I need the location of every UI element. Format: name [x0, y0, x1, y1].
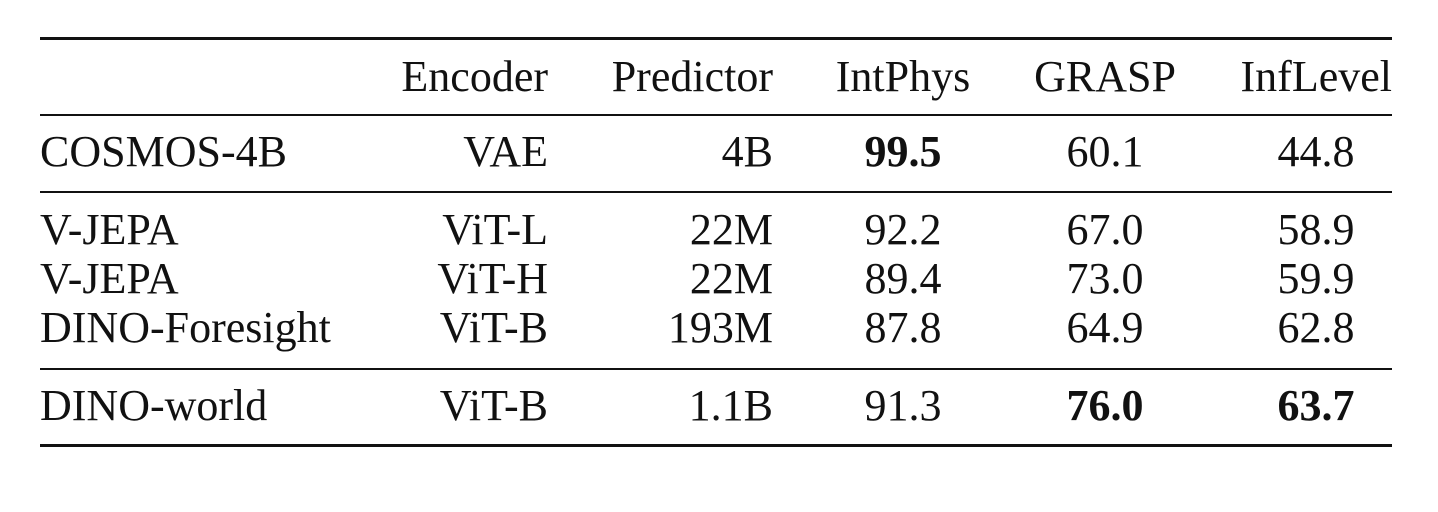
table-cell: 60.1 — [1066, 127, 1144, 176]
table-cell: 193M — [667, 303, 773, 352]
table-cell: 1.1B — [688, 381, 773, 430]
table-cell: 87.8 — [864, 303, 942, 352]
table-cell: ViT-H — [437, 254, 548, 303]
column-header: Predictor — [611, 52, 773, 101]
row-label: V-JEPA — [40, 254, 179, 303]
table-cell: 64.9 — [1066, 303, 1144, 352]
table-cell: 92.2 — [864, 205, 942, 254]
column-header: GRASP — [1034, 52, 1176, 101]
table-cell: VAE — [463, 127, 548, 176]
table-cell: ViT-L — [442, 205, 548, 254]
table-cell: 89.4 — [864, 254, 942, 303]
table-cell: 91.3 — [864, 381, 942, 430]
column-header: Encoder — [401, 52, 548, 101]
table-cell: 99.5 — [864, 127, 942, 176]
table-rule — [40, 191, 1392, 193]
table-rule — [40, 114, 1392, 116]
row-label: V-JEPA — [40, 205, 179, 254]
table-cell: 63.7 — [1277, 381, 1355, 430]
table-cell: 44.8 — [1277, 127, 1355, 176]
table-cell: 58.9 — [1277, 205, 1355, 254]
row-label: DINO-world — [40, 381, 268, 430]
table-rule — [40, 37, 1392, 40]
table-cell: 4B — [721, 127, 773, 176]
table-cell: ViT-B — [439, 303, 548, 352]
row-label: DINO-Foresight — [40, 303, 331, 352]
column-header: IntPhys — [835, 52, 971, 101]
table-cell: 22M — [689, 205, 773, 254]
table-cell: 73.0 — [1066, 254, 1144, 303]
table-cell: 76.0 — [1066, 381, 1144, 430]
table-cell: 67.0 — [1066, 205, 1144, 254]
row-label: COSMOS-4B — [40, 127, 287, 176]
table-cell: ViT-B — [439, 381, 548, 430]
table-cell: 22M — [689, 254, 773, 303]
column-header: InfLevel — [1240, 52, 1392, 101]
table-rule — [40, 444, 1392, 447]
table-cell: 59.9 — [1277, 254, 1355, 303]
table-rule — [40, 368, 1392, 370]
table-cell: 62.8 — [1277, 303, 1355, 352]
